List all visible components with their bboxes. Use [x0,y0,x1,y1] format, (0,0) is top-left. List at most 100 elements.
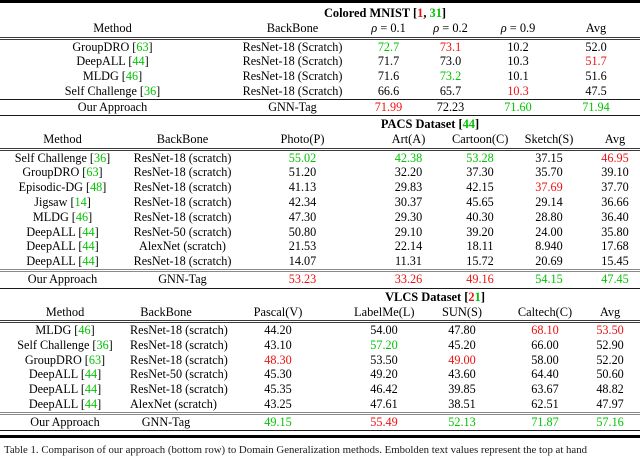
table-cell: 48.30 [202,353,354,368]
highlight-green-text: 44 [462,117,475,132]
table-cell: 71.60 [484,98,552,117]
table-cell: 49.20 [370,367,398,382]
table-cell: MLDG [46] [0,210,125,225]
table-cell: 52.90 [596,337,624,352]
table-cell: 38.51 [448,397,476,412]
our-approach-row: Our Approach GNN-Tag 71.99 72.23 71.60 71.94 [0,98,640,117]
table-row: GroupDRO [63] ResNet-18 (Scratch) 72.7 73.1… [0,38,640,54]
table-header-row: Method BackBone Pascal(V) LabelMe(L) SUN(S) C… [0,304,640,324]
highlight-green-text: 46 [75,209,89,224]
text-segment: ] [156,83,161,98]
table-header-row: Method BackBone ρ = 0.1 ρ = 0.2 ρ = 0.9 Avg [0,21,640,40]
table-cell: ResNet-18 (scratch) [133,165,232,180]
highlight-red-text: 53.23 [288,272,317,287]
table-cell: Our Approach [0,98,225,117]
table-cell: DeepALL [44] [0,397,130,413]
text-segment: VLCS Dataset [ [385,289,469,304]
text-segment: ] [97,382,102,397]
table-cell: 49.00 [414,353,510,368]
text-segment: Episodic-DG [ [18,180,91,195]
table-cell: 30.37 [394,195,423,210]
table-cell: 52.20 [596,352,624,367]
table-cell: ResNet-18 (scratch) [133,150,232,165]
our-approach-row: Our Approach GNN-Tag 49.15 55.49 52.13 71.87 5… [0,411,640,432]
table-cell: 72.7 [360,38,417,54]
text-segment: ] [86,195,91,210]
table-cell: 66.6 [377,83,400,98]
text-segment: ] [90,323,95,338]
table-cell: 53.28 [452,149,508,165]
highlight-green-text: 47.45 [601,272,629,287]
text-segment: ] [138,69,143,84]
column-header: Photo(P) [240,132,365,151]
table-row: Episodic-DG [48] ResNet-18 (scratch) 41.13… [0,180,640,195]
highlight-green-text: 36 [93,150,107,165]
table-cell: 71.7 [377,54,400,69]
table-title-row: PACS Dataset [44] [0,116,640,132]
text-segment: GroupDRO [ [22,165,87,180]
table-cell: 63.67 [531,382,559,397]
table-cell: 64.40 [531,367,559,382]
table-cell: 45.30 [264,367,292,382]
table-header-row: Method BackBone Photo(P) Art(A) Cartoon(C) Sk… [0,132,640,151]
column-header: Art(A) [365,132,452,151]
table-title: Colored MNIST [1, 31] [0,3,640,21]
table-cell: 35.70 [535,165,563,180]
table-cell: ResNet-18 (Scratch) [242,69,343,84]
table-cell: 71.94 [552,98,640,117]
text-segment: DeepALL [ [28,397,85,412]
table-cell: 49.16 [452,269,508,289]
text-segment: = 0.2 [439,21,468,35]
table-cell: 8.940 [535,239,563,254]
table-cell: 62.51 [531,397,559,412]
highlight-green-text: 36 [96,337,109,352]
text-segment: MLDG [ [82,69,126,84]
table-cell: 42.34 [288,195,317,210]
our-approach-row: Our Approach GNN-Tag 53.23 33.26 49.16 54.15 4… [0,269,640,289]
table-cell: 29.83 [394,180,423,195]
table-cell: ResNet-18 (scratch) [133,195,232,210]
table-cell: Our Approach [0,411,130,432]
highlight-green-text: 14 [74,195,87,210]
highlight-green-text: 55.02 [288,150,317,165]
column-header: ρ = 0.1 [360,21,417,40]
table-row: DeepALL [44] ResNet-18 (scratch) 45.35 46.4… [0,382,640,397]
table-cell: 47.45 [590,269,640,289]
table-cell: GNN-Tag [130,411,202,432]
table-cell: ResNet-18 (scratch) [130,382,228,397]
table-cell: 48.82 [596,382,624,397]
table-cell: ResNet-50 (scratch) [130,367,228,382]
table-cell: 73.1 [417,38,484,54]
highlight-green-text: 1 [474,289,481,304]
table-cell: DeepALL [44] [0,54,225,69]
table-cell: 57.20 [354,338,414,353]
highlight-red-text: 48.30 [264,352,292,367]
table-cell: 43.60 [448,367,476,382]
table-bottom-rule [0,435,640,439]
table-cell: 15.45 [601,254,629,269]
table-cell: ResNet-50 (scratch) [133,224,232,239]
highlight-green-text: 73.2 [439,69,462,84]
text-segment: ] [144,54,149,69]
table-cell: 71.87 [510,411,580,432]
table-cell: GroupDRO [63] [0,353,130,368]
highlight-green-text: 49.15 [264,414,292,429]
text-segment: = 0.1 [377,21,406,35]
table-cell: 71.6 [377,69,400,84]
table-cell: 36.40 [601,209,629,224]
column-header: BackBone [130,304,202,324]
highlight-red-text: 1 [417,6,424,20]
table-cell: 54.15 [508,269,590,289]
table-title: VLCS Dataset [21] [0,289,640,305]
highlight-red-text: 46.95 [601,150,629,165]
highlight-green-text: 54.15 [535,272,563,287]
highlight-green-text: 63 [88,352,102,367]
results-table-vlcs: VLCS Dataset [21] Method BackBone Pascal(V)… [0,289,640,432]
table-cell: GroupDRO [63] [0,165,125,180]
table-cell: 47.5 [585,83,607,98]
text-segment: ] [101,352,106,367]
text-segment: Self Challenge [ [14,150,94,165]
table-title: PACS Dataset [44] [0,116,640,132]
table-cell: Our Approach [0,269,125,289]
table-cell: ResNet-18 (scratch) [133,180,232,195]
